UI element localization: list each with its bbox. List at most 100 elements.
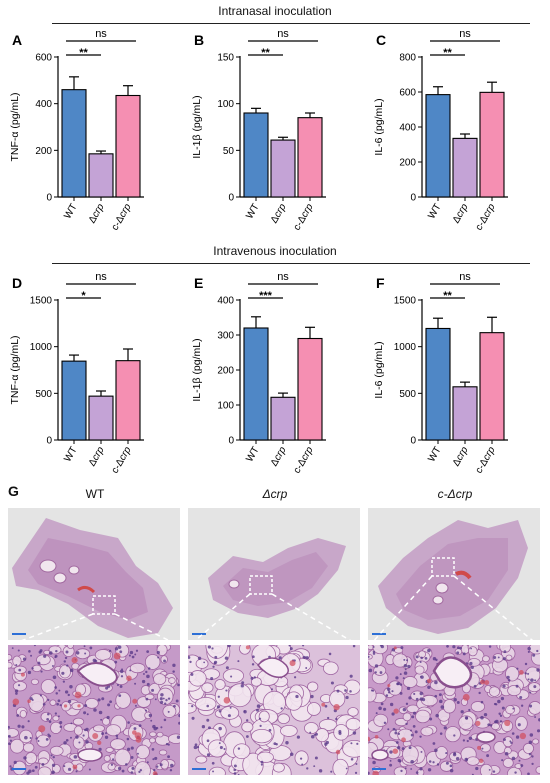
- bar: [88, 395, 114, 441]
- y-axis-label: IL-1β (pg/mL): [191, 95, 203, 158]
- scale-bar: [12, 768, 26, 770]
- bar: [452, 386, 478, 441]
- bar: [479, 332, 505, 441]
- significance-label: **: [443, 47, 452, 59]
- scale-bar: [192, 633, 206, 635]
- y-tick-label: 0: [46, 193, 52, 204]
- y-axis-label: IL-6 (pg/mL): [373, 341, 385, 398]
- y-tick-label: 1500: [30, 296, 53, 307]
- significance-label: ns: [459, 28, 471, 40]
- bar: [270, 139, 296, 198]
- histology-label-c-crp: c-Δcrp: [437, 487, 473, 501]
- section-divider: [52, 263, 530, 264]
- bar: [61, 360, 87, 441]
- section-title-intranasal: Intranasal inoculation: [218, 4, 332, 18]
- y-axis-label: IL-1β (pg/mL): [191, 338, 203, 401]
- y-tick-label: 400: [35, 99, 52, 110]
- y-tick-label: 100: [217, 401, 234, 412]
- significance-label: ns: [277, 271, 289, 283]
- x-tick-label: WT: [62, 202, 79, 221]
- x-tick-label: c-Δcrp: [292, 445, 316, 476]
- x-tick-label: c-Δcrp: [292, 202, 316, 233]
- panel-letter: E: [194, 275, 203, 291]
- section-divider: [52, 23, 530, 24]
- histology-low-crp: [188, 508, 360, 640]
- y-tick-label: 500: [35, 389, 52, 400]
- x-tick-label: WT: [244, 445, 261, 464]
- histology-high-wt: [8, 645, 180, 775]
- y-tick-label: 150: [217, 53, 234, 64]
- significance-label: **: [261, 47, 270, 59]
- histology-high-c-crp: [368, 645, 540, 775]
- bar: [479, 91, 505, 198]
- y-axis-label: TNF-α (pg/mL): [9, 92, 21, 161]
- bar: [243, 112, 269, 198]
- bar: [88, 153, 114, 198]
- x-tick-label: WT: [62, 445, 79, 464]
- y-tick-label: 100: [217, 99, 234, 110]
- y-tick-label: 1000: [394, 342, 417, 353]
- y-tick-label: 0: [228, 193, 234, 204]
- x-tick-label: WT: [426, 445, 443, 464]
- x-tick-label: WT: [426, 202, 443, 221]
- bar: [297, 337, 323, 441]
- bar: [115, 360, 141, 441]
- y-tick-label: 400: [399, 123, 416, 134]
- significance-label: ns: [277, 28, 289, 40]
- significance-label: ns: [95, 28, 107, 40]
- y-axis-label: IL-6 (pg/mL): [373, 98, 385, 155]
- panel-letter: D: [12, 275, 22, 291]
- y-tick-label: 1000: [30, 342, 53, 353]
- x-tick-label: Δcrp: [451, 445, 471, 469]
- y-tick-label: 200: [35, 146, 52, 157]
- significance-label: ns: [459, 271, 471, 283]
- y-tick-label: 50: [223, 146, 235, 157]
- panel-letter-g: G: [8, 483, 19, 499]
- x-tick-label: c-Δcrp: [110, 445, 134, 476]
- y-tick-label: 400: [217, 296, 234, 307]
- y-tick-label: 0: [228, 436, 234, 447]
- bar: [115, 94, 141, 198]
- panel-letter: F: [376, 275, 385, 291]
- x-tick-label: Δcrp: [87, 445, 107, 469]
- scale-bar: [372, 768, 386, 770]
- x-tick-label: c-Δcrp: [474, 445, 498, 476]
- panel-letter: B: [194, 32, 204, 48]
- y-tick-label: 500: [399, 389, 416, 400]
- y-tick-label: 800: [399, 53, 416, 64]
- histology-label-wt: WT: [85, 487, 105, 501]
- histology-low-c-crp: [368, 508, 540, 640]
- y-tick-label: 0: [46, 436, 52, 447]
- y-tick-label: 1500: [394, 296, 417, 307]
- significance-label: *: [81, 290, 86, 302]
- scale-bar: [192, 768, 206, 770]
- significance-label: **: [79, 47, 88, 59]
- bar: [270, 396, 296, 441]
- bar: [297, 117, 323, 198]
- bar: [452, 137, 478, 198]
- scale-bar: [372, 633, 386, 635]
- section-title-intravenous: Intravenous inoculation: [213, 244, 337, 258]
- x-tick-label: Δcrp: [269, 202, 289, 226]
- histology-label-crp: Δcrp: [262, 487, 288, 501]
- y-tick-label: 200: [217, 366, 234, 377]
- x-tick-label: Δcrp: [87, 202, 107, 226]
- x-tick-label: Δcrp: [269, 445, 289, 469]
- panel-letter: A: [12, 32, 22, 48]
- histology-low-wt: [8, 508, 180, 640]
- panel-letter: C: [376, 32, 386, 48]
- bar: [61, 89, 87, 198]
- significance-label: **: [443, 290, 452, 302]
- x-tick-label: WT: [244, 202, 261, 221]
- bar: [425, 327, 451, 441]
- bar: [243, 327, 269, 441]
- y-tick-label: 200: [399, 158, 416, 169]
- y-axis-label: TNF-α (pg/mL): [9, 335, 21, 404]
- y-tick-label: 600: [399, 88, 416, 99]
